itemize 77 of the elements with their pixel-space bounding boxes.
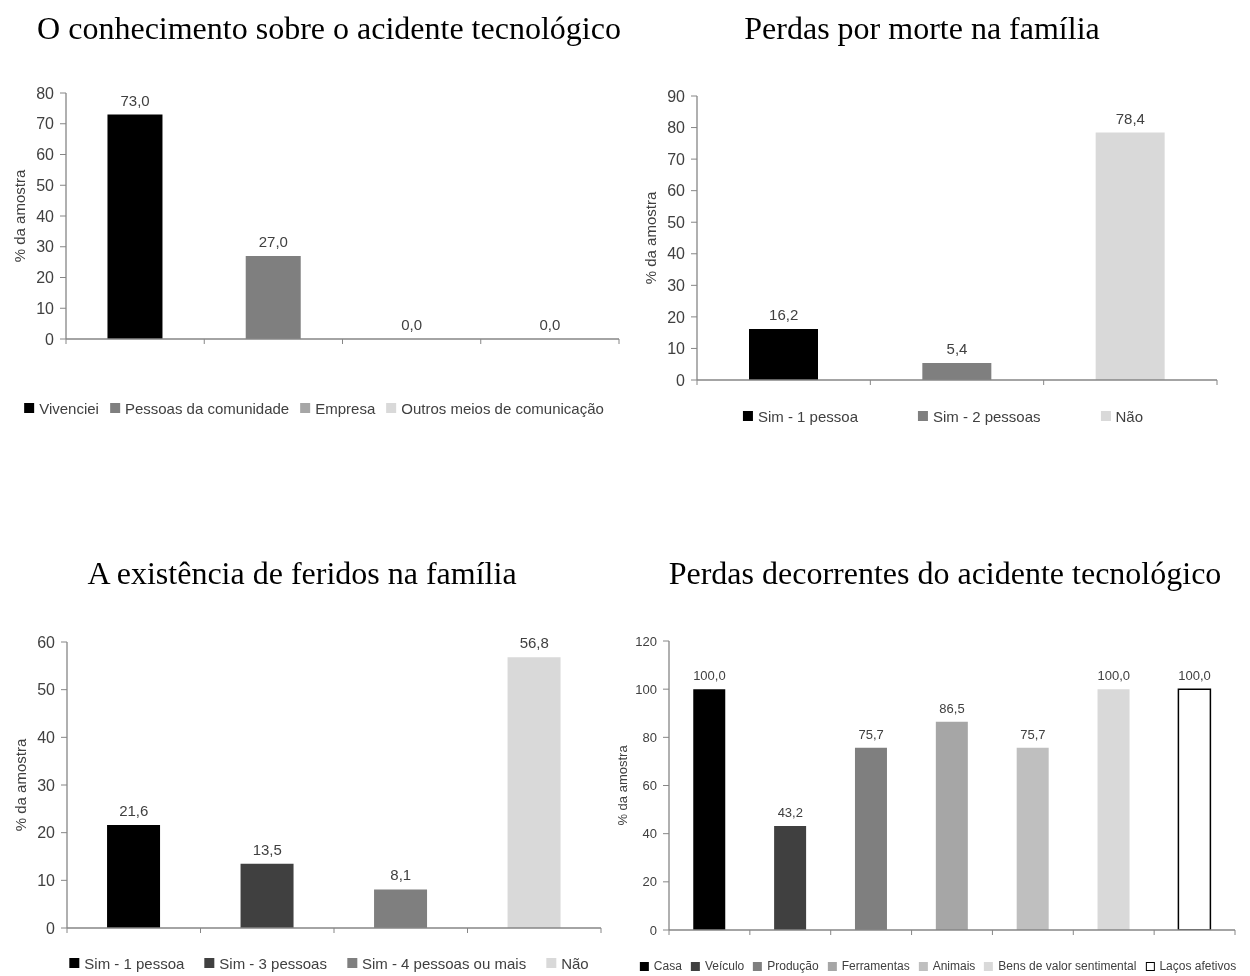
chart-title: A existência de feridos na família xyxy=(87,555,517,591)
y-tick-label: 60 xyxy=(667,182,686,200)
y-axis-title: % da amostra xyxy=(614,744,630,826)
legend-label: Sim - 2 pessoas xyxy=(932,407,1041,425)
y-tick-label: 70 xyxy=(667,150,686,168)
legend-label: Ferramentas xyxy=(841,959,910,973)
data-label: 8,1 xyxy=(390,866,412,884)
legend-label: Laços afetivos xyxy=(1159,959,1237,973)
y-tick-label: 20 xyxy=(667,308,686,326)
y-tick-label: 30 xyxy=(667,277,686,295)
y-tick-label: 40 xyxy=(36,207,55,225)
y-tick-label: 20 xyxy=(37,824,56,842)
y-tick-label: 120 xyxy=(635,633,657,649)
y-tick-label: 40 xyxy=(642,826,657,842)
legend-label: Sim - 3 pessoas xyxy=(219,954,327,972)
y-tick-label: 20 xyxy=(642,874,657,890)
data-label: 100,0 xyxy=(693,668,726,684)
legend-label: Sim - 1 pessoa xyxy=(84,954,185,972)
data-label: 100,0 xyxy=(1097,668,1130,684)
data-label: 0,0 xyxy=(401,316,423,333)
chart-title: Perdas por morte na família xyxy=(744,10,1100,46)
data-label: 0,0 xyxy=(539,316,561,333)
legend-label: Sim - 4 pessoas ou mais xyxy=(361,954,527,972)
data-label: 100,0 xyxy=(1178,668,1211,684)
data-label: 78,4 xyxy=(1115,109,1145,127)
legend-label: Não xyxy=(1115,407,1144,425)
y-tick-label: 60 xyxy=(642,778,657,794)
y-tick-label: 80 xyxy=(36,84,55,102)
y-tick-label: 50 xyxy=(36,176,55,194)
y-tick-label: 0 xyxy=(676,371,686,389)
y-tick-label: 60 xyxy=(37,633,56,651)
data-label: 13,5 xyxy=(252,840,282,858)
y-tick-label: 90 xyxy=(667,87,686,105)
legend-label: Pessoas da comunidade xyxy=(124,399,290,417)
legend-label: Não xyxy=(561,954,589,972)
y-tick-label: 50 xyxy=(667,213,686,231)
y-axis-title: % da amostra xyxy=(11,738,29,832)
y-tick-label: 10 xyxy=(36,299,55,317)
data-label: 21,6 xyxy=(119,802,149,820)
legend-label: Veículo xyxy=(704,959,745,973)
data-label: 5,4 xyxy=(946,339,968,357)
data-label: 16,2 xyxy=(769,305,799,323)
y-tick-label: 50 xyxy=(37,681,56,699)
legend-label: Empresa xyxy=(315,399,376,417)
chart-title: O conhecimento sobre o acidente tecnológico xyxy=(37,10,621,46)
y-tick-label: 60 xyxy=(36,146,55,164)
y-tick-label: 70 xyxy=(36,115,55,133)
chart-title: Perdas decorrentes do acidente tecnológico xyxy=(668,555,1222,591)
data-label: 56,8 xyxy=(519,634,549,652)
data-label: 27,0 xyxy=(258,232,288,250)
y-tick-label: 30 xyxy=(36,238,55,256)
legend-label: Animais xyxy=(932,959,976,973)
legend-label: Bens de valor sentimental xyxy=(998,959,1137,973)
y-axis-title: % da amostra xyxy=(641,191,659,285)
y-tick-label: 0 xyxy=(649,922,657,938)
y-tick-label: 0 xyxy=(46,919,56,937)
y-tick-label: 40 xyxy=(667,245,686,263)
y-tick-label: 0 xyxy=(45,330,55,348)
legend-label: Vivenciei xyxy=(39,399,99,417)
y-tick-label: 30 xyxy=(37,776,56,794)
data-label: 75,7 xyxy=(858,726,884,742)
legend-label: Produção xyxy=(767,959,819,973)
data-label: 86,5 xyxy=(939,700,965,716)
y-tick-label: 100 xyxy=(635,681,657,697)
legend-label: Casa xyxy=(653,959,682,973)
legend-label: Outros meios de comunicação xyxy=(401,399,604,417)
y-tick-label: 80 xyxy=(642,729,657,745)
y-axis-title: % da amostra xyxy=(10,169,28,263)
data-label: 43,2 xyxy=(777,804,803,820)
y-tick-label: 10 xyxy=(667,340,686,358)
legend-label: Sim - 1 pessoa xyxy=(757,407,858,425)
y-tick-label: 10 xyxy=(37,872,56,890)
data-label: 73,0 xyxy=(120,91,150,109)
y-tick-label: 20 xyxy=(36,269,55,287)
data-label: 75,7 xyxy=(1020,726,1046,742)
y-tick-label: 40 xyxy=(37,729,56,747)
y-tick-label: 80 xyxy=(667,119,686,137)
